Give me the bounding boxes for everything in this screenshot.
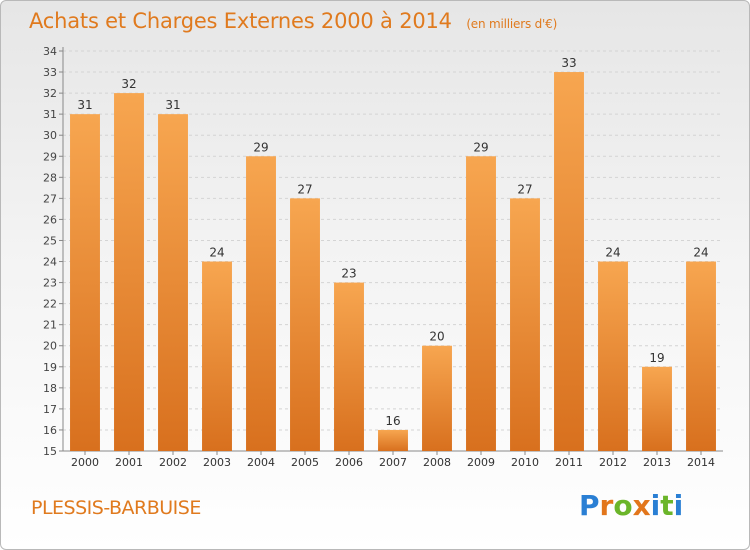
data-label: 24 xyxy=(605,246,620,260)
data-label: 24 xyxy=(209,246,224,260)
y-tick-label: 26 xyxy=(43,213,57,226)
y-tick-label: 24 xyxy=(43,256,57,269)
bars xyxy=(70,72,716,452)
bar-2006[interactable] xyxy=(334,282,364,451)
y-tick-label: 25 xyxy=(43,234,57,247)
bar-2005[interactable] xyxy=(290,198,320,451)
logo-letter: P xyxy=(579,489,600,522)
y-tick-label: 21 xyxy=(43,319,57,332)
y-tick-label: 32 xyxy=(43,87,57,100)
bar-2000[interactable] xyxy=(70,114,100,451)
x-tick-label: 2008 xyxy=(423,456,451,469)
bar-2001[interactable] xyxy=(114,93,144,452)
y-tick-label: 17 xyxy=(43,403,57,416)
logo-letter: i xyxy=(673,489,684,522)
proxiti-logo[interactable]: Proxiti xyxy=(579,489,683,522)
bar-2008[interactable] xyxy=(422,345,452,451)
y-tick-label: 22 xyxy=(43,298,57,311)
x-tick-label: 2002 xyxy=(159,456,187,469)
y-tick-label: 16 xyxy=(43,424,57,437)
x-tick-label: 2013 xyxy=(643,456,671,469)
data-label: 19 xyxy=(649,351,664,365)
bar-2003[interactable] xyxy=(202,261,232,451)
x-tick-label: 2003 xyxy=(203,456,231,469)
data-label: 29 xyxy=(473,140,488,154)
x-tick-label: 2001 xyxy=(115,456,143,469)
logo-letter: r xyxy=(599,489,614,522)
x-tick-label: 2000 xyxy=(71,456,99,469)
data-label: 23 xyxy=(341,267,356,281)
data-label: 31 xyxy=(77,98,92,112)
y-tick-label: 33 xyxy=(43,66,57,79)
y-tick-label: 34 xyxy=(43,45,57,58)
bar-2012[interactable] xyxy=(598,261,628,451)
y-tick-label: 31 xyxy=(43,108,57,121)
y-tick-label: 20 xyxy=(43,340,57,353)
x-tick-label: 2006 xyxy=(335,456,363,469)
x-tick-label: 2005 xyxy=(291,456,319,469)
chart-title: Achats et Charges Externes 2000 à 2014 (… xyxy=(29,9,557,33)
y-tick-label: 29 xyxy=(43,150,57,163)
bar-2011[interactable] xyxy=(554,72,584,451)
data-label: 33 xyxy=(561,56,576,70)
y-tick-label: 19 xyxy=(43,361,57,374)
y-tick-label: 28 xyxy=(43,171,57,184)
data-label: 29 xyxy=(253,140,268,154)
y-tick-label: 15 xyxy=(43,445,57,458)
bar-2009[interactable] xyxy=(466,156,496,451)
bar-2010[interactable] xyxy=(510,198,540,451)
chart-subtitle: (en milliers d'€) xyxy=(466,17,558,31)
place-name: PLESSIS-BARBUISE xyxy=(31,497,201,519)
x-tick-label: 2010 xyxy=(511,456,539,469)
data-label: 24 xyxy=(693,246,708,260)
data-label: 32 xyxy=(121,77,136,91)
logo-letter: o xyxy=(613,489,633,522)
data-label: 31 xyxy=(165,98,180,112)
data-label: 16 xyxy=(385,414,400,428)
data-label: 20 xyxy=(429,330,444,344)
bar-2002[interactable] xyxy=(158,114,188,451)
x-tick-label: 2012 xyxy=(599,456,627,469)
y-tick-label: 27 xyxy=(43,192,57,205)
y-tick-label: 23 xyxy=(43,277,57,290)
bar-2007[interactable] xyxy=(378,429,408,451)
logo-letter: t xyxy=(660,489,674,522)
logo-letter: x xyxy=(632,489,651,522)
data-label: 27 xyxy=(517,182,532,196)
bar-2004[interactable] xyxy=(246,156,276,451)
bar-2013[interactable] xyxy=(642,366,672,451)
x-tick-label: 2009 xyxy=(467,456,495,469)
x-tick-label: 2011 xyxy=(555,456,583,469)
chart-title-text: Achats et Charges Externes 2000 à 2014 xyxy=(29,9,452,33)
x-tick-label: 2014 xyxy=(687,456,715,469)
logo-letter: i xyxy=(650,489,661,522)
x-tick-label: 2007 xyxy=(379,456,407,469)
data-label: 27 xyxy=(297,182,312,196)
bar-2014[interactable] xyxy=(686,261,716,451)
y-tick-label: 30 xyxy=(43,129,57,142)
x-tick-label: 2004 xyxy=(247,456,275,469)
y-tick-label: 18 xyxy=(43,382,57,395)
data-labels: 31 32 31 24 29 27 23 16 20 29 27 33 24 19 24 xyxy=(77,56,708,428)
